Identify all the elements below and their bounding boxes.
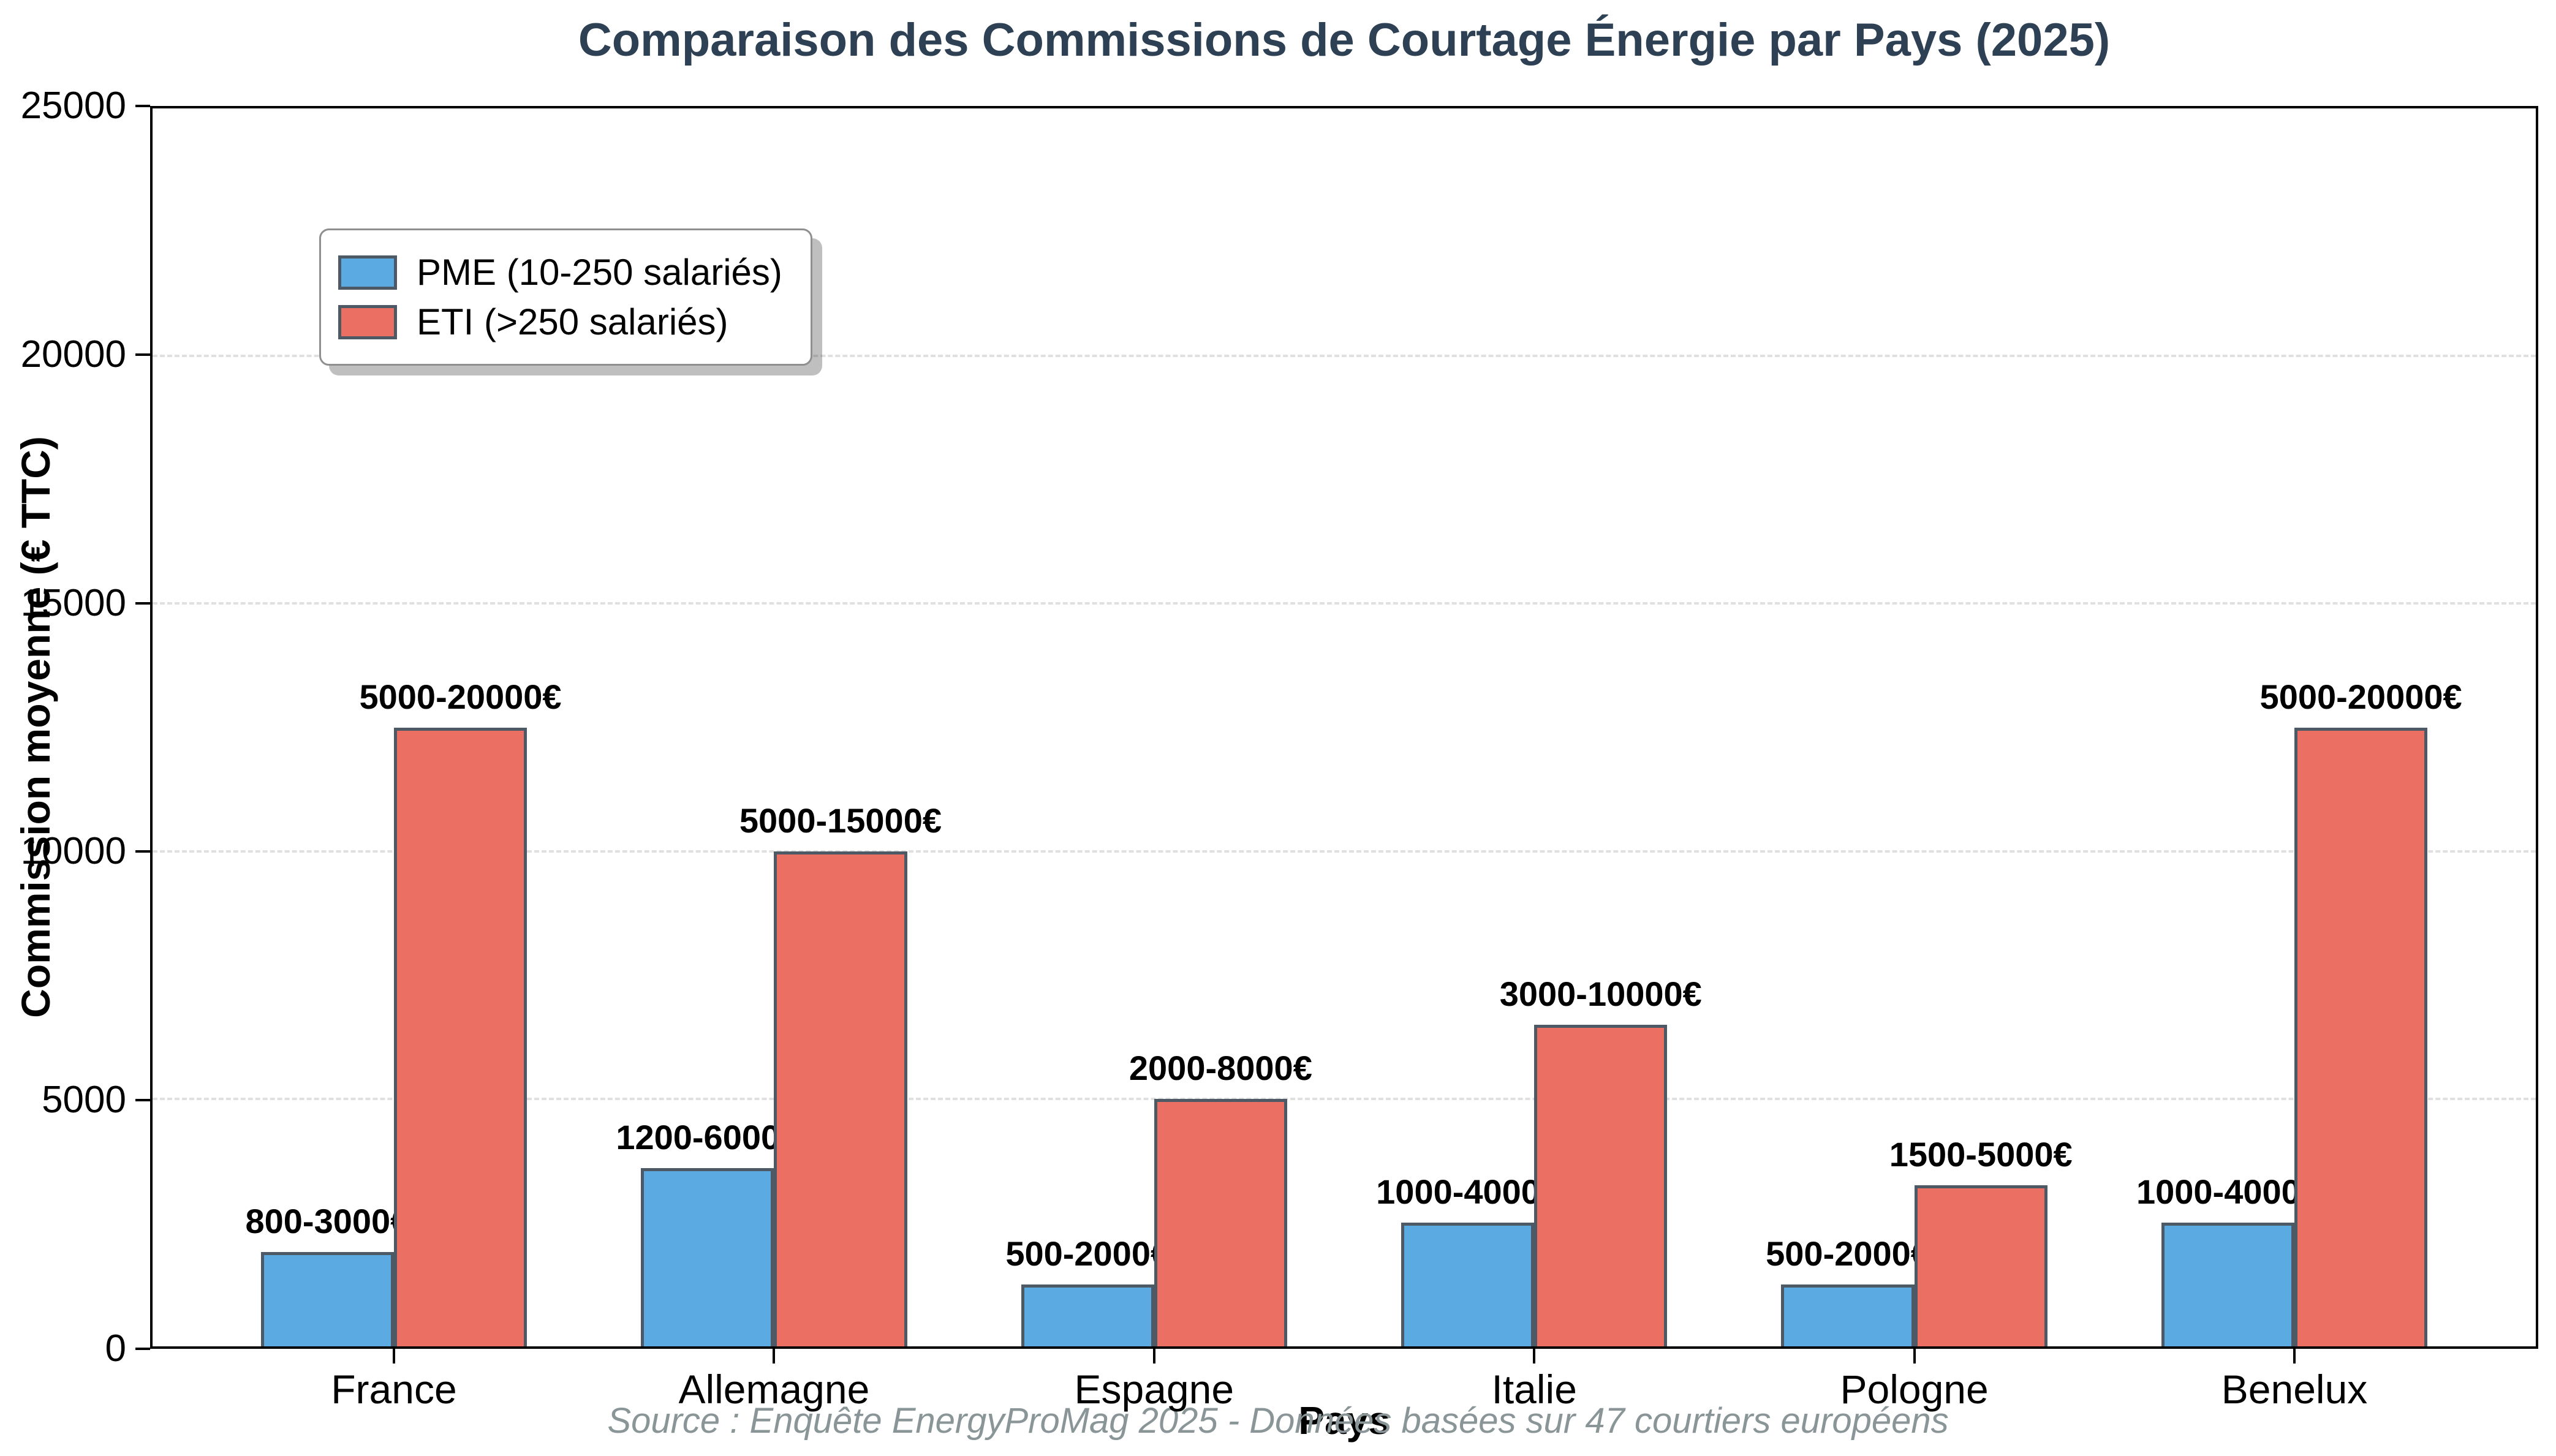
gridline (153, 1097, 2536, 1100)
legend-item-pme: PME (10-250 salariés) (338, 251, 782, 293)
x-tick-mark (392, 1349, 395, 1364)
y-tick-label: 20000 (20, 333, 126, 375)
bar-value-label: 5000-20000€ (2259, 677, 2462, 716)
bar-value-label: 500-2000€ (1005, 1234, 1170, 1273)
legend-label: PME (10-250 salariés) (417, 252, 782, 293)
y-tick-mark (135, 1099, 150, 1102)
x-tick-label: Allemagne (678, 1367, 870, 1412)
y-tick-mark (135, 602, 150, 605)
gridline (153, 355, 2536, 358)
bar (1401, 1222, 1535, 1346)
legend-item-eti: ETI (>250 salariés) (338, 301, 782, 343)
x-tick-mark (2293, 1349, 2296, 1364)
gridline (153, 850, 2536, 853)
bar-value-label: 1500-5000€ (1889, 1135, 2073, 1174)
bar (1534, 1024, 1668, 1346)
y-tick-label: 25000 (20, 85, 126, 127)
y-tick-mark (135, 1348, 150, 1350)
bar-value-label: 1000-4000€ (1376, 1172, 1560, 1211)
y-tick-label: 10000 (20, 830, 126, 873)
bar-value-label: 800-3000€ (245, 1202, 410, 1241)
bar-value-label: 5000-20000€ (359, 677, 562, 716)
bar (1914, 1185, 2047, 1346)
plot-area: PME (10-250 salariés) ETI (>250 salariés… (150, 106, 2538, 1349)
bar (260, 1252, 394, 1346)
bar (2161, 1222, 2295, 1346)
bar (1781, 1284, 1915, 1346)
legend-swatch (338, 304, 397, 339)
y-tick-label: 5000 (42, 1079, 126, 1122)
y-tick-label: 15000 (20, 581, 126, 624)
y-tick-label: 0 (105, 1327, 126, 1370)
y-tick-mark (135, 850, 150, 853)
x-tick-label: France (331, 1367, 457, 1412)
x-tick-label: Benelux (2221, 1367, 2368, 1412)
x-tick-mark (1533, 1349, 1536, 1364)
bar-value-label: 5000-15000€ (739, 801, 942, 840)
y-tick-mark (135, 353, 150, 356)
legend-swatch (338, 255, 397, 290)
x-tick-mark (1152, 1349, 1155, 1364)
bar (393, 727, 527, 1346)
bar (2294, 727, 2428, 1346)
x-tick-label: Italie (1491, 1367, 1577, 1412)
y-axis-label: Commission moyenne (€ TTC) (13, 436, 58, 1018)
x-axis-label: Pays (1298, 1398, 1390, 1443)
bar (774, 851, 907, 1346)
legend-label: ETI (>250 salariés) (417, 301, 728, 342)
bar-value-label: 1000-4000€ (2136, 1172, 2320, 1211)
x-tick-label: Pologne (1840, 1367, 1989, 1412)
x-tick-mark (1913, 1349, 1916, 1364)
bar-value-label: 1200-6000€ (616, 1117, 800, 1156)
chart-title: Comparaison des Commissions de Courtage … (578, 14, 2111, 66)
x-tick-label: Espagne (1074, 1367, 1235, 1412)
bar (641, 1167, 774, 1346)
bar (1021, 1284, 1154, 1346)
x-tick-mark (773, 1349, 776, 1364)
bar (1154, 1098, 1287, 1346)
y-tick-mark (135, 105, 150, 107)
bar-value-label: 2000-8000€ (1129, 1048, 1312, 1087)
source-note: Source : Enquête EnergyProMag 2025 - Don… (607, 1401, 1949, 1441)
legend: PME (10-250 salariés) ETI (>250 salariés… (319, 228, 812, 366)
bar-value-label: 3000-10000€ (1499, 974, 1702, 1013)
gridline (153, 602, 2536, 605)
bar-value-label: 500-2000€ (1766, 1234, 1930, 1273)
